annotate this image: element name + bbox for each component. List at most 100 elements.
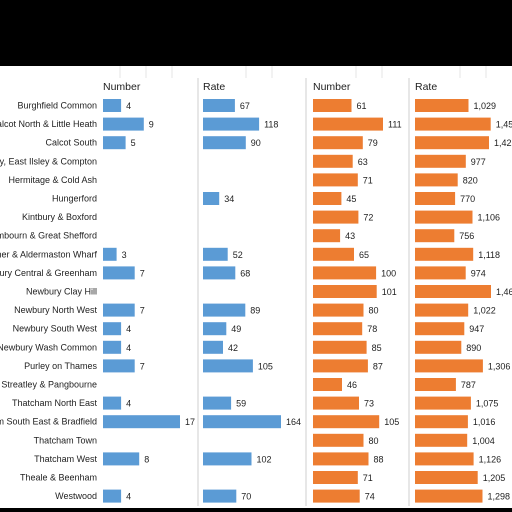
data-label: 74 [365, 492, 375, 502]
bar [313, 433, 364, 447]
data-label: 974 [471, 268, 486, 278]
bar [313, 378, 342, 391]
category-label: Thatcham South East & Bradfield [0, 417, 97, 427]
data-label: 46 [347, 380, 357, 390]
bar [103, 99, 122, 112]
data-label: 4 [126, 492, 131, 502]
bar [415, 489, 483, 503]
bar [203, 247, 228, 261]
data-label: 1,075 [476, 399, 499, 409]
bar [415, 340, 462, 354]
bar [313, 396, 359, 410]
data-label: 770 [460, 194, 475, 204]
data-label: 1,306 [488, 361, 511, 371]
category-label: Chieveley, East Ilsley & Compton [0, 156, 97, 166]
data-label: 947 [469, 324, 484, 334]
data-label: 7 [140, 306, 145, 316]
bar [203, 99, 235, 112]
bar [103, 117, 144, 131]
data-label: 100 [381, 268, 396, 278]
bar [103, 359, 135, 373]
data-label: 49 [231, 324, 241, 334]
category-label: Newbury Central & Greenham [0, 268, 97, 278]
data-label: 72 [363, 213, 373, 223]
data-label: 118 [264, 120, 278, 130]
data-label: 101 [382, 287, 397, 297]
bar [203, 117, 260, 131]
data-label: 88 [374, 454, 384, 464]
data-label: 73 [364, 399, 374, 409]
data-label: 1,455 [496, 120, 512, 130]
bar [103, 489, 122, 503]
bar [313, 415, 380, 429]
bar [415, 136, 489, 150]
category-label: Hungerford [52, 194, 97, 204]
data-label: 65 [359, 250, 369, 260]
bar [103, 136, 126, 150]
data-label: 8 [144, 454, 149, 464]
category-label: Thatcham Town [34, 435, 97, 445]
data-label: 90 [251, 138, 261, 148]
bar [415, 322, 465, 336]
bar [415, 378, 456, 391]
data-label: 1,022 [473, 306, 496, 316]
bar [415, 117, 491, 131]
category-label: Newbury Wash Common [0, 342, 97, 352]
data-label: 68 [240, 268, 250, 278]
data-label: 45 [346, 194, 356, 204]
top-black-band [0, 0, 512, 66]
data-label: 787 [461, 380, 476, 390]
bar [103, 322, 122, 336]
data-label: 87 [373, 361, 383, 371]
bar [203, 359, 253, 373]
bar [103, 340, 122, 354]
bar [415, 452, 474, 466]
data-label: 1,422 [494, 138, 512, 148]
data-label: 820 [463, 175, 478, 185]
panel-title: Number [103, 81, 141, 93]
data-label: 4 [126, 343, 131, 353]
bar [313, 210, 359, 224]
bar [313, 99, 352, 112]
bar [313, 229, 341, 243]
bar [415, 285, 491, 298]
bar [203, 452, 252, 466]
bar [103, 266, 135, 280]
category-label: Thatcham North East [12, 398, 98, 408]
bar [203, 489, 237, 503]
data-label: 1,004 [472, 436, 495, 446]
bar [415, 303, 469, 317]
data-label: 71 [363, 473, 373, 483]
bar [313, 489, 360, 503]
bar [203, 136, 246, 150]
bar [203, 303, 246, 317]
bar [415, 359, 483, 373]
data-label: 70 [241, 492, 251, 502]
data-label: 9 [149, 120, 154, 130]
bar [203, 192, 220, 205]
category-label: Newbury Clay Hill [26, 287, 97, 297]
data-label: 80 [369, 306, 379, 316]
category-label: Theale & Beenham [20, 473, 97, 483]
bar [103, 247, 117, 261]
data-label: 34 [224, 194, 234, 204]
data-label: 59 [236, 399, 246, 409]
category-label: Burghfield Common [17, 101, 97, 111]
bar [103, 396, 122, 410]
data-label: 3 [122, 250, 127, 260]
data-label: 89 [250, 306, 260, 316]
bar [415, 266, 466, 280]
category-label: Purley on Thames [24, 361, 97, 371]
panel-title: Number [313, 81, 351, 93]
data-label: 42 [228, 343, 238, 353]
bar [313, 303, 364, 317]
bar [415, 396, 471, 410]
data-label: 67 [240, 101, 250, 111]
category-label: Westwood [55, 491, 97, 501]
data-label: 756 [459, 231, 474, 241]
data-label: 80 [369, 436, 379, 446]
data-label: 1,118 [478, 250, 500, 260]
bar [313, 359, 368, 373]
category-label: Streatley & Pangbourne [1, 380, 97, 390]
bar [313, 173, 358, 187]
